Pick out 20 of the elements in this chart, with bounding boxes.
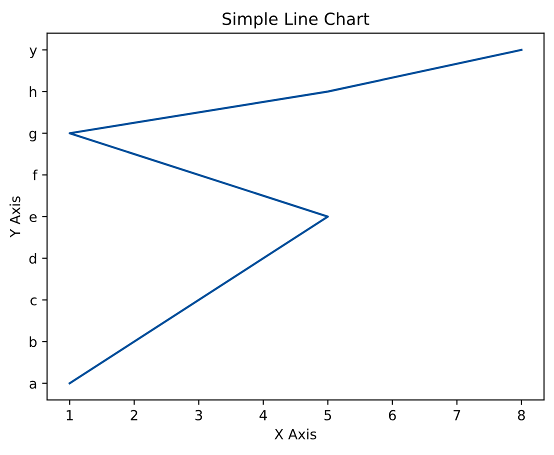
y-tick-label: g — [29, 130, 36, 142]
y-tick-label: f — [32, 170, 38, 180]
x-tick-label: 2 — [130, 410, 138, 420]
x-tick-label: 1 — [66, 410, 73, 420]
x-tick-label: 7 — [454, 410, 460, 420]
y-axis-title: Y Axis — [10, 196, 20, 238]
x-tick-label: 8 — [518, 410, 525, 420]
x-axis-title: X Axis — [274, 428, 316, 440]
x-tick-label: 5 — [324, 410, 332, 420]
y-tick-label: y — [30, 48, 37, 58]
y-tick-label: c — [30, 297, 37, 306]
y-tick-label: e — [30, 214, 37, 222]
y-tick-label: b — [30, 336, 37, 348]
x-tick-label: 4 — [260, 410, 267, 420]
chart-title: Simple Line Chart — [222, 12, 370, 28]
x-tick-label: 3 — [195, 410, 202, 420]
y-tick-label: a — [30, 380, 36, 389]
y-tick-label: h — [30, 86, 36, 97]
x-tick-label: 6 — [388, 410, 396, 420]
y-tick-label: d — [29, 252, 36, 264]
